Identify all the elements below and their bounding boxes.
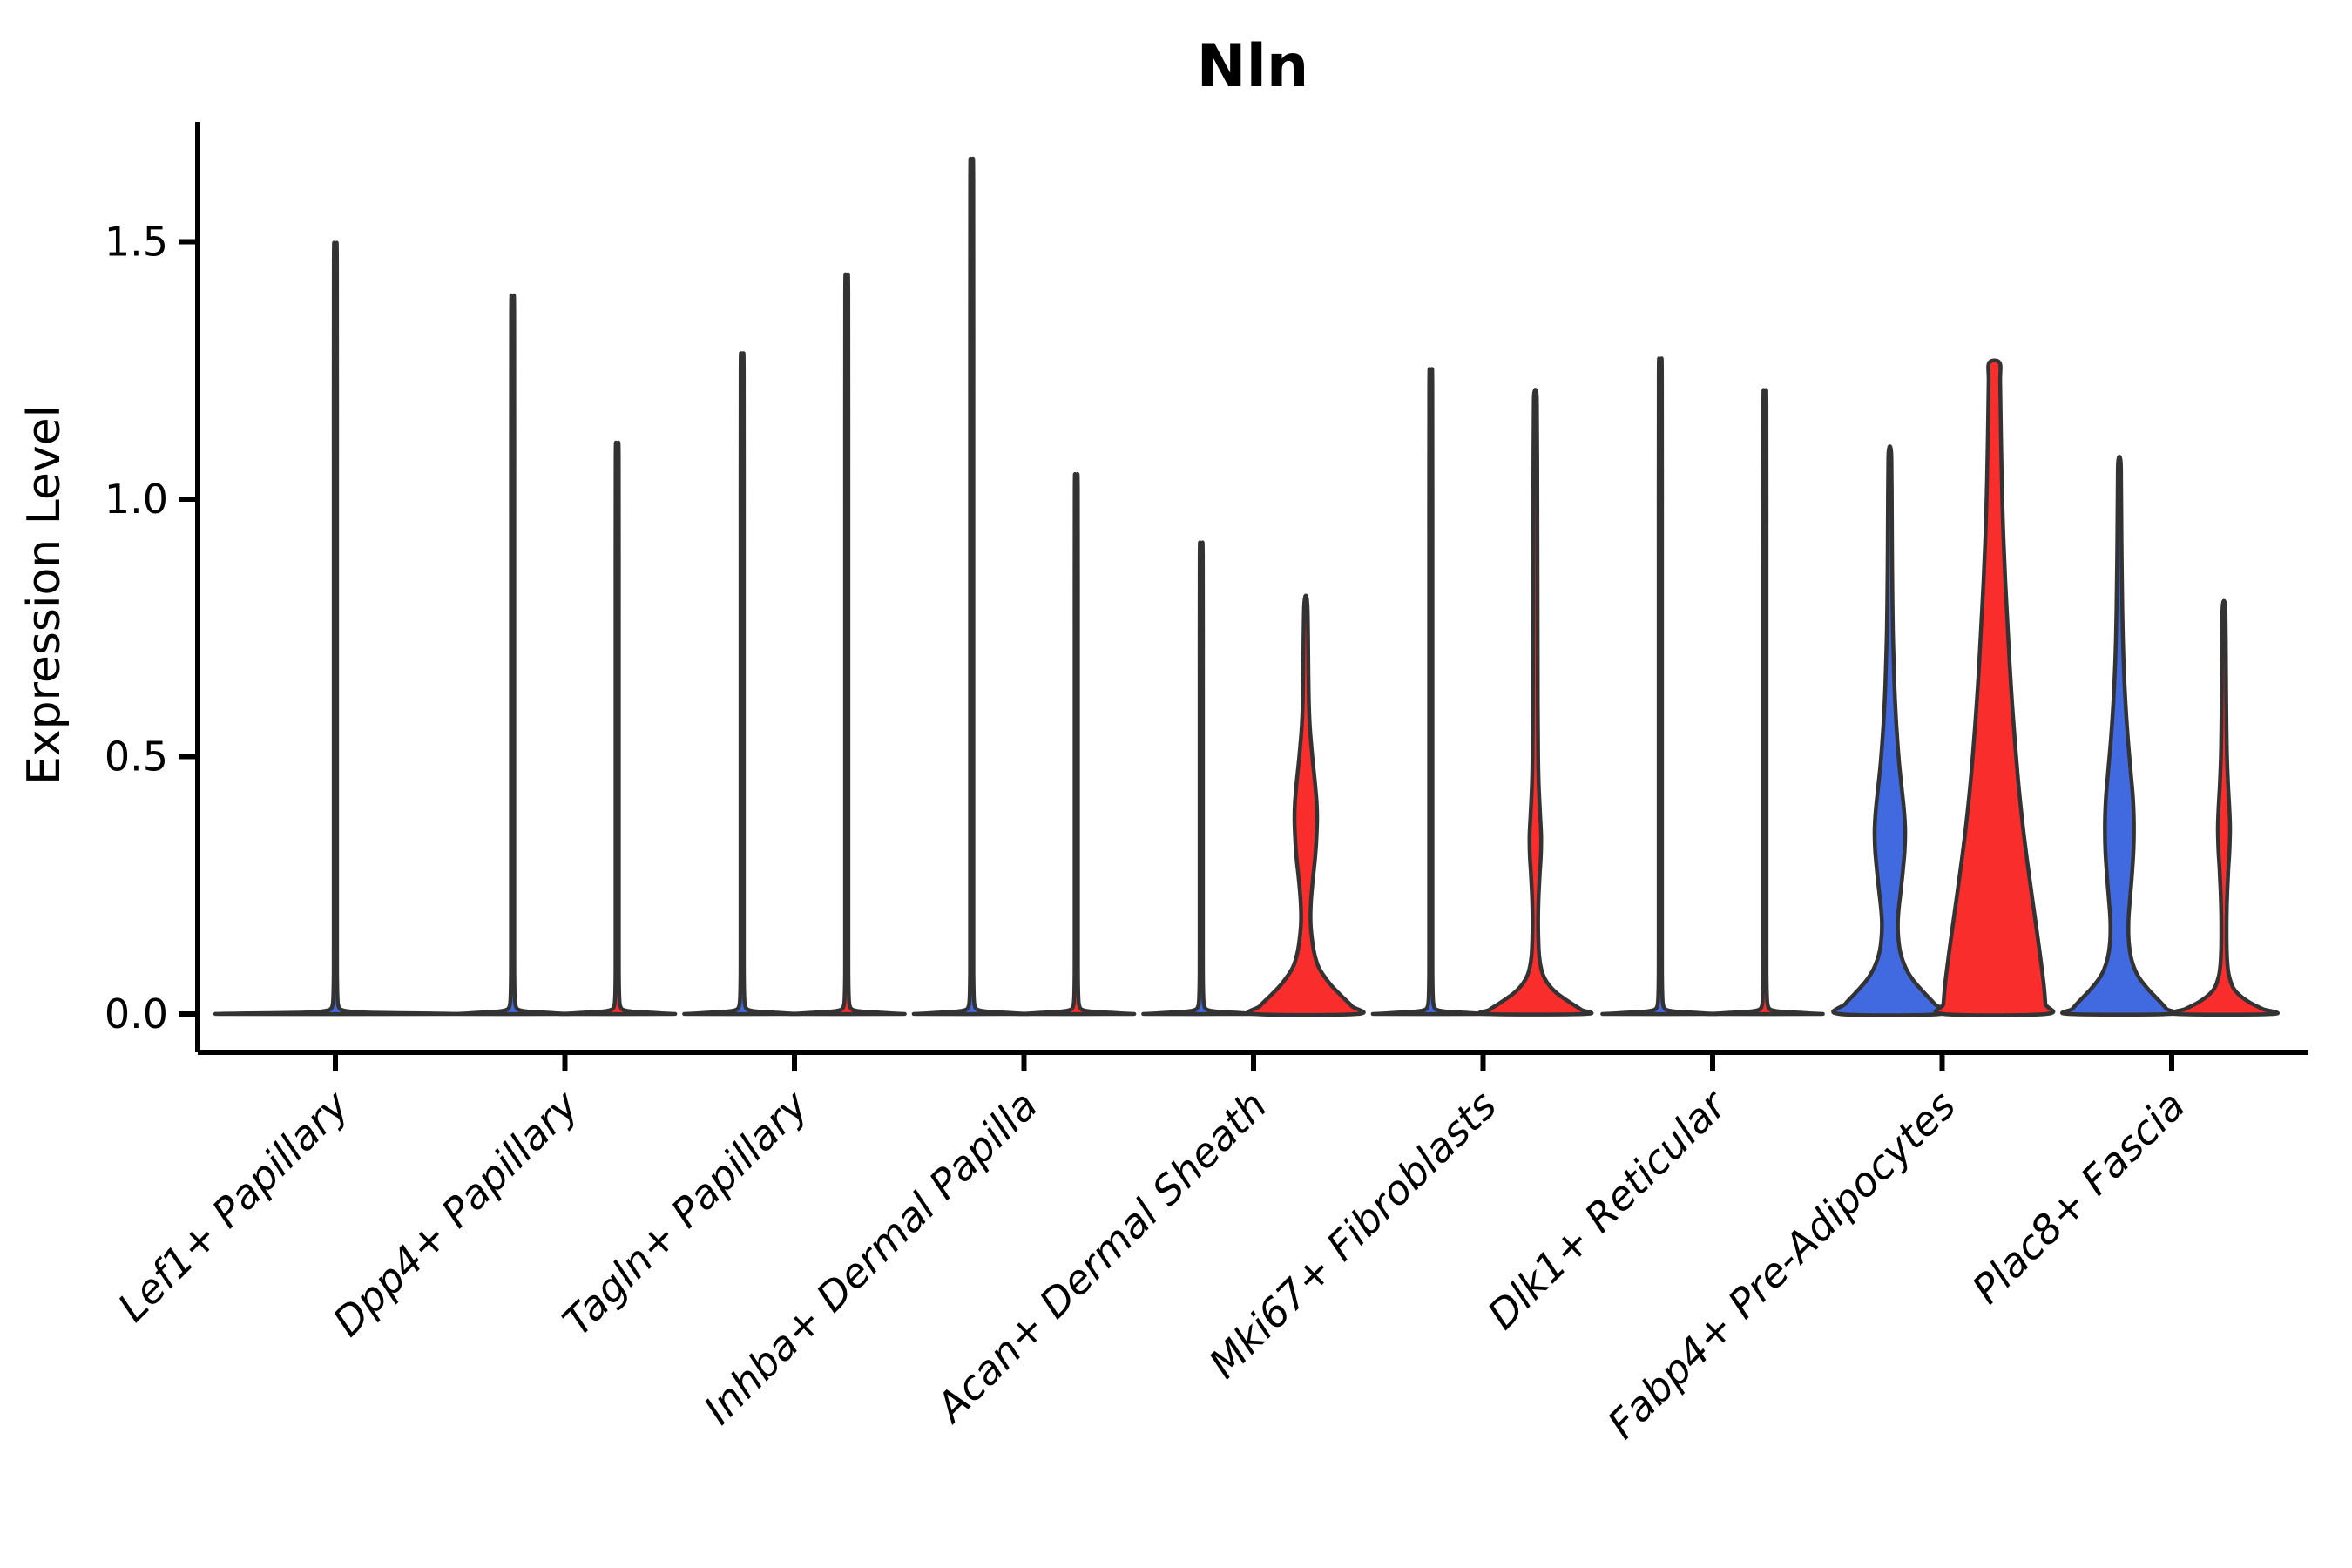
violin-center-lef1 (213, 240, 458, 1017)
x-tick-label: Lef1+ Papillary (109, 1081, 358, 1330)
x-tick-label: Dlk1+ Reticular (1478, 1079, 1737, 1338)
violin-right-mki67 (1477, 388, 1594, 1017)
violin-right-tagln (787, 272, 907, 1017)
violin-left-acan (1141, 540, 1261, 1017)
violin-right-acan (1246, 593, 1366, 1017)
violin-right-dpp4 (557, 440, 678, 1017)
violin-right-fabp4 (1933, 358, 2056, 1017)
violins-layer (213, 156, 2281, 1017)
violin-left-tagln (682, 351, 802, 1017)
y-tick-label: 1.5 (105, 219, 168, 266)
violin-left-dlk1 (1600, 356, 1720, 1017)
violin-left-dpp4 (452, 293, 573, 1017)
x-tick-label: Tagln+ Papillary (553, 1081, 817, 1345)
y-tick-label: 0.0 (105, 990, 168, 1037)
violin-left-mki67 (1370, 367, 1491, 1017)
y-tick-label: 0.5 (105, 733, 168, 781)
violin-left-fabp4 (1831, 444, 1949, 1017)
x-tick-label: Plac8+ Fascia (1963, 1082, 2193, 1313)
violin-left-inhba (911, 156, 1032, 1017)
x-tick-label: Dpp4+ Papillary (324, 1081, 588, 1345)
violin-right-inhba (1016, 472, 1137, 1017)
violin-right-dlk1 (1705, 388, 1825, 1017)
y-axis-label: Expression Level (18, 405, 71, 785)
violin-right-plac8 (2167, 598, 2281, 1017)
violin-left-plac8 (2060, 454, 2179, 1017)
chart-title: Nln (1197, 32, 1309, 101)
y-tick-label: 1.0 (105, 476, 168, 523)
